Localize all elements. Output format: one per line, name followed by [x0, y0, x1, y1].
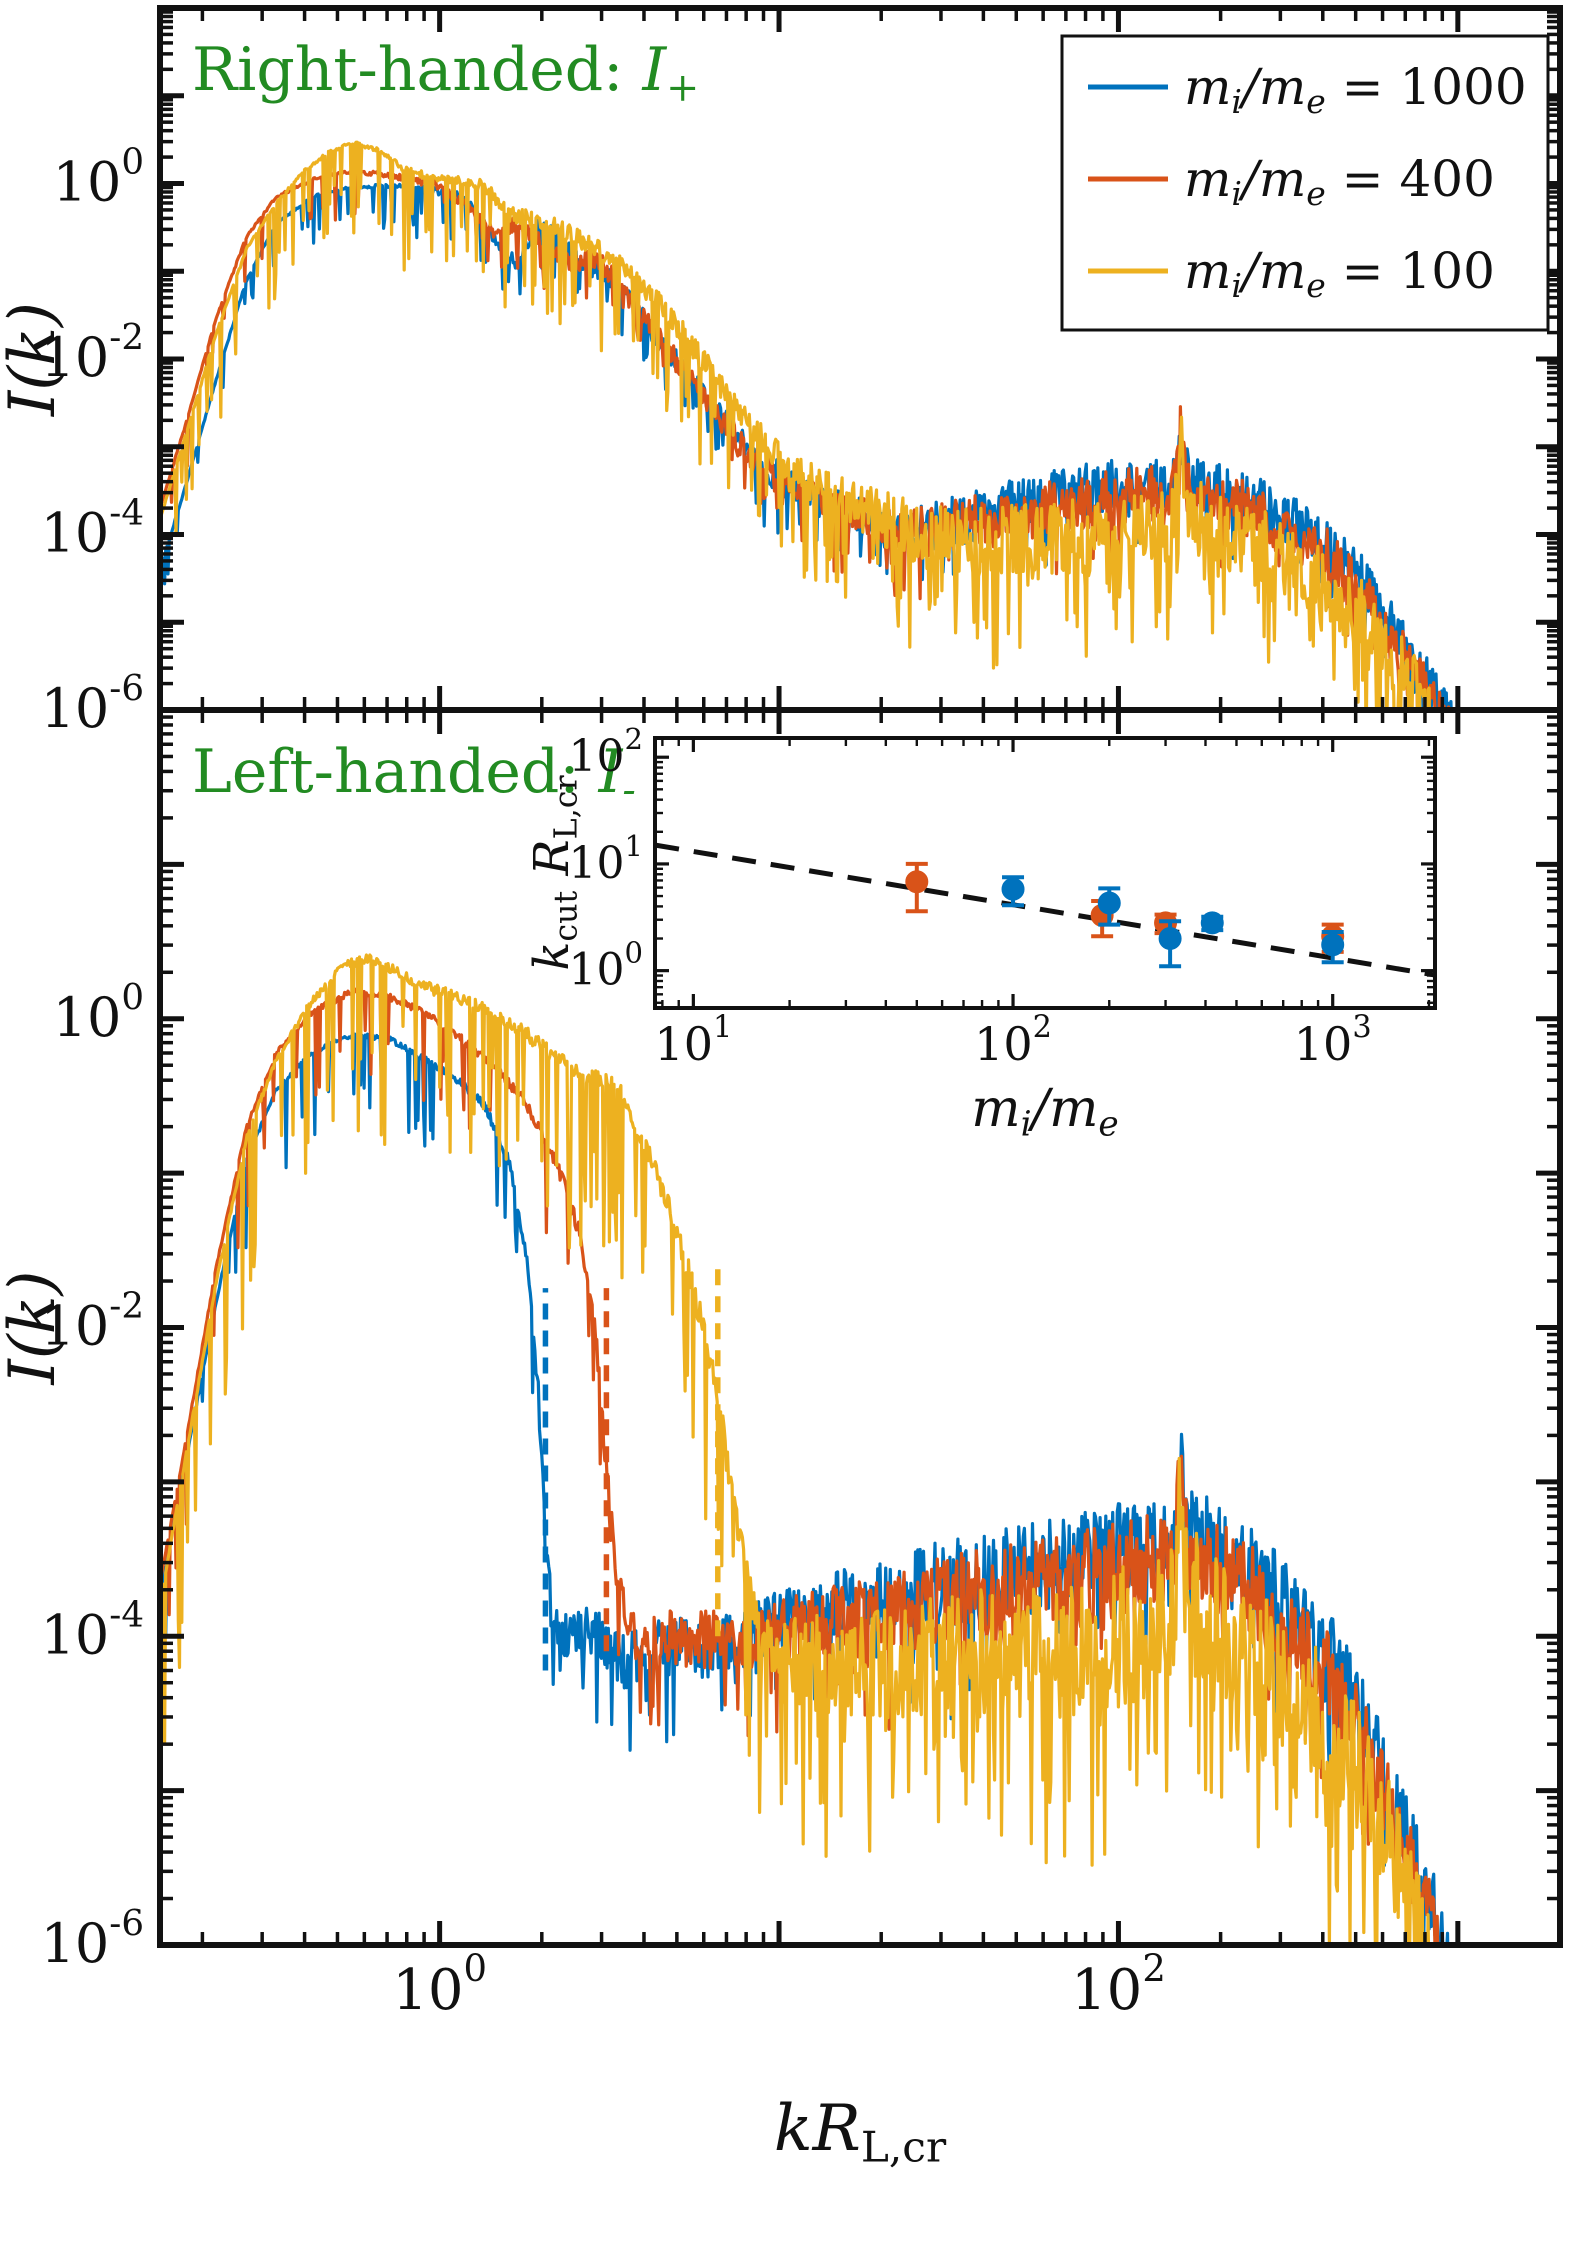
legend-label-mi-me-100: mi/me = 100	[1184, 242, 1495, 305]
legend-label-mi-me-1000: mi/me = 1000	[1184, 58, 1527, 121]
legend: mi/me = 1000 mi/me = 400 mi/me = 100	[1060, 34, 1550, 332]
data-point	[1158, 927, 1182, 951]
inset-background	[655, 738, 1435, 1008]
bottom-tick-labels: 100 10-2 10-4 10-6 100 102	[41, 977, 1166, 2023]
bottom-panel-title: Left-handed: I-	[192, 737, 636, 813]
data-point	[1321, 933, 1345, 957]
top-tick-labels: 100 10-2 10-4 10-6	[41, 142, 144, 741]
y-tick-label: 10-6	[41, 668, 144, 740]
y-tick-label: 10-6	[41, 1903, 144, 1975]
x-tick-label: 102	[1071, 1947, 1166, 2023]
inset-y-tick-label: 102	[569, 722, 643, 782]
series-line-mi-me-100	[160, 953, 1431, 1945]
inset-y-tick-label: 100	[569, 936, 643, 996]
top-panel-title: Right-handed: I+	[192, 35, 699, 111]
y-tick-label: 100	[53, 142, 144, 214]
inset-x-axis-label: mi/me	[971, 1079, 1118, 1144]
bottom-y-axis-label: I(k)	[0, 1271, 70, 1386]
inset-y-axis-label: kcut RL,cr	[524, 774, 585, 970]
inset-tick-marks	[655, 738, 1435, 1008]
inset-y-tick-label: 101	[569, 829, 643, 889]
inset-content	[655, 842, 1435, 978]
data-point	[1001, 877, 1025, 901]
y-tick-label: 10-2	[41, 1286, 144, 1358]
data-point	[1097, 891, 1121, 915]
top-tick-marks	[160, 5, 1560, 713]
inset-x-tick-label: 101	[654, 1010, 732, 1071]
series-line-mi-me-100	[160, 140, 1431, 710]
inset-frame	[653, 736, 1437, 1010]
inset-x-tick-label: 102	[974, 1010, 1052, 1071]
x-tick-label: 100	[392, 1947, 487, 2023]
inset-fit-line	[655, 842, 1435, 978]
top-series	[160, 140, 1453, 710]
inset-series-kcut-blue	[1001, 875, 1345, 969]
legend-label-mi-me-400: mi/me = 400	[1184, 150, 1495, 213]
top-y-axis-label: I(k)	[0, 302, 70, 417]
y-tick-label: 10-4	[41, 493, 144, 565]
inset-x-tick-label: 103	[1294, 1010, 1372, 1071]
bottom-cutoff-lines	[542, 1266, 721, 1671]
y-tick-label: 100	[53, 977, 144, 1049]
x-axis-label: kRL,cr	[774, 2092, 947, 2172]
y-tick-label: 10-4	[41, 1594, 144, 1666]
top-panel: 100 10-2 10-4 10-6 Right-handed: I+ I(k)	[0, 5, 1563, 741]
bottom-tick-marks	[160, 707, 1560, 1948]
data-point	[905, 870, 929, 894]
bottom-series	[160, 953, 1450, 1945]
data-point	[1200, 911, 1224, 935]
y-tick-label: 10-2	[41, 317, 144, 389]
